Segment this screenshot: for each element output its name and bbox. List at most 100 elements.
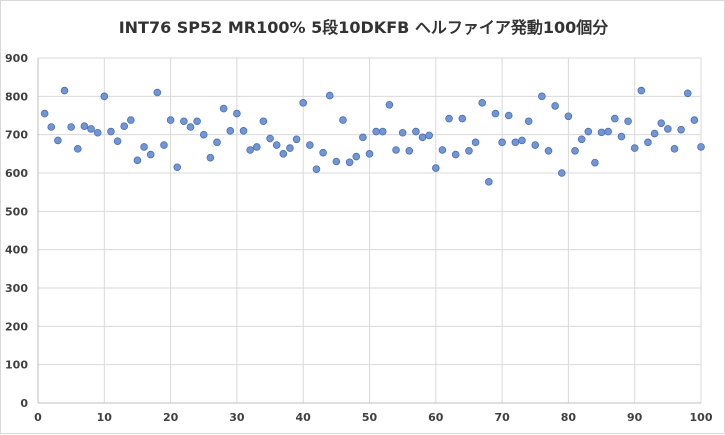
data-point: [670, 145, 679, 153]
data-point: [279, 150, 288, 158]
data-point: [67, 123, 75, 131]
x-tick-label: 100: [690, 411, 713, 424]
data-points: [40, 86, 705, 186]
x-tick-label: 90: [627, 411, 643, 424]
data-point: [431, 164, 440, 172]
data-point: [93, 128, 102, 137]
data-point: [491, 109, 500, 118]
data-point: [213, 138, 221, 147]
data-point: [113, 137, 122, 145]
data-point: [577, 135, 586, 144]
data-point: [292, 135, 301, 144]
data-point: [146, 150, 155, 159]
data-point: [332, 157, 341, 166]
data-point: [650, 129, 659, 138]
y-tick-label: 500: [5, 205, 28, 218]
y-tick-label: 800: [5, 90, 28, 103]
data-point: [524, 117, 533, 126]
x-tick-label: 40: [296, 411, 312, 424]
data-point: [286, 144, 294, 152]
data-point: [451, 150, 460, 159]
data-point: [611, 114, 619, 123]
data-point: [564, 112, 573, 121]
data-point: [551, 102, 559, 110]
data-point: [180, 117, 188, 126]
data-point: [597, 128, 606, 137]
y-tick-label: 400: [5, 244, 28, 257]
data-point: [637, 86, 646, 95]
data-point: [153, 88, 162, 97]
data-point: [107, 127, 115, 136]
y-tick-label: 600: [5, 167, 28, 180]
data-point: [392, 146, 400, 154]
data-point: [478, 99, 487, 107]
data-point: [518, 136, 526, 145]
data-point: [498, 138, 506, 147]
data-point: [87, 125, 95, 133]
data-point: [226, 127, 235, 135]
data-point: [339, 116, 347, 124]
data-point: [418, 133, 427, 142]
data-point: [312, 165, 321, 173]
data-point: [40, 109, 49, 118]
data-point: [246, 146, 254, 154]
y-tick-label: 200: [5, 320, 28, 333]
data-point: [398, 128, 407, 137]
data-point: [465, 146, 473, 155]
data-point: [624, 117, 632, 126]
data-point: [445, 114, 453, 123]
data-point: [405, 146, 414, 155]
data-point: [219, 104, 228, 113]
data-point: [657, 119, 666, 127]
data-point: [557, 169, 566, 177]
data-point: [186, 123, 195, 131]
grid: [37, 57, 702, 404]
data-point: [365, 150, 374, 158]
data-point: [54, 136, 62, 145]
data-point: [504, 111, 513, 120]
x-tick-label: 60: [428, 411, 444, 424]
data-point: [438, 146, 447, 154]
data-point: [259, 117, 268, 126]
data-point: [385, 100, 394, 109]
data-point: [173, 163, 182, 172]
data-point: [644, 138, 652, 147]
x-tick-label: 80: [561, 411, 577, 424]
data-point: [485, 178, 493, 186]
data-point: [425, 131, 433, 140]
data-point: [531, 141, 540, 149]
data-point: [511, 138, 520, 147]
data-point: [630, 144, 639, 152]
axes: [37, 58, 701, 404]
data-point: [345, 158, 354, 167]
data-point: [372, 127, 380, 136]
data-point: [239, 127, 248, 135]
data-point: [100, 92, 109, 101]
data-point: [471, 138, 480, 147]
data-point: [73, 145, 82, 153]
tick-labels: 0 100 200 300 400 500 600 700 800 900 0 10 20 30 40 50 6…: [5, 52, 713, 424]
y-tick-label: 100: [5, 359, 28, 372]
y-tick-label: 700: [5, 129, 28, 142]
x-tick-label: 50: [362, 411, 378, 424]
data-point: [352, 152, 361, 161]
data-point: [233, 109, 241, 118]
data-point: [272, 141, 281, 149]
data-point: [47, 123, 56, 131]
y-tick-label: 0: [20, 397, 28, 410]
data-point: [683, 89, 692, 98]
data-point: [319, 148, 327, 157]
data-point: [160, 141, 168, 149]
data-point: [538, 92, 546, 101]
data-point: [266, 134, 274, 143]
data-point: [127, 116, 135, 124]
x-tick-label: 10: [97, 411, 113, 424]
data-point: [690, 116, 699, 124]
x-tick-label: 20: [163, 411, 179, 424]
data-point: [664, 125, 672, 133]
data-point: [80, 122, 89, 131]
data-point: [571, 146, 579, 155]
data-point: [359, 133, 367, 142]
